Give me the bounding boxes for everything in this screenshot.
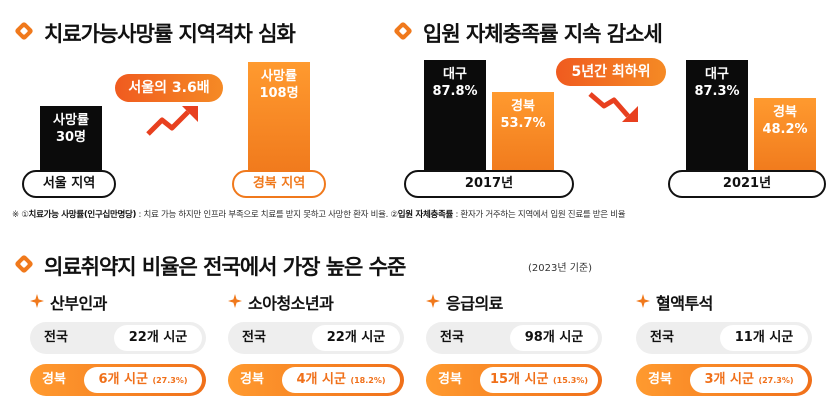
section3-title: 의료취약지 비율은 전국에서 가장 높은 수준 (44, 255, 406, 279)
gyeongbuk-row: 경북 15개 시군 (15.3%) (426, 364, 602, 396)
gyeongbuk-2017-value: 53.7% (500, 116, 546, 131)
gyeongbuk-percent: (27.3%) (152, 376, 188, 385)
section-diamond-icon (15, 255, 33, 273)
year-2021-pill: 2021년 (668, 170, 826, 198)
gyeongbuk-value-pill: 4개 시군 (18.2%) (282, 367, 400, 393)
daegu-2017-value: 87.8% (432, 84, 478, 99)
gyeongbuk-bar-label: 사망률 (261, 69, 297, 84)
gyeongbuk-value-pill: 6개 시군 (27.3%) (84, 367, 202, 393)
gyeongbuk-value: 3개 시군 (704, 372, 754, 387)
gyeongbuk-bar: 사망률 108명 (248, 62, 310, 176)
gyeongbuk-percent: (15.3%) (552, 376, 589, 385)
category-star-icon (30, 294, 44, 308)
national-label: 전국 (242, 330, 266, 345)
gyeongbuk-2021-bar: 경북 48.2% (754, 98, 816, 176)
trend-up-arrow-icon (146, 106, 198, 136)
gyeongbuk-2017-bar: 경북 53.7% (492, 92, 554, 176)
footnote: ※ ①치료가능 사망률(인구십만명당) : 치료 가능 하지만 인프라 부족으로… (12, 208, 626, 220)
seoul-region-pill: 서울 지역 (22, 170, 116, 198)
seoul-bar: 사망률 30명 (40, 106, 102, 176)
daegu-2021-bar: 대구 87.3% (686, 60, 748, 176)
category-name: 혈액투석 (656, 294, 713, 313)
gyeongbuk-percent: (18.2%) (350, 376, 386, 385)
gyeongbuk-value-pill: 3개 시군 (27.3%) (690, 367, 808, 393)
daegu-2021-label: 대구 (705, 67, 729, 82)
national-row: 전국 22개 시군 (228, 322, 404, 354)
footnote-prefix: ※ ① (12, 210, 29, 220)
gyeongbuk-value: 6개 시군 (98, 372, 148, 387)
gyeongbuk-value: 4개 시군 (296, 372, 346, 387)
trend-down-arrow-icon (588, 92, 638, 122)
gyeongbuk-row: 경북 3개 시군 (27.3%) (636, 364, 812, 396)
national-label: 전국 (440, 330, 464, 345)
footnote-term1: 치료가능 사망률(인구십만명당) (28, 210, 137, 220)
section1-title: 치료가능사망률 지역격차 심화 (44, 22, 296, 46)
category-star-icon (636, 294, 650, 308)
section-diamond-icon (394, 22, 412, 40)
gyeongbuk-bar-value: 108명 (259, 86, 299, 101)
footnote-desc2: : 환자가 거주하는 지역에서 입원 진료를 받은 비율 (453, 210, 626, 220)
category-name: 소아청소년과 (248, 294, 334, 313)
seoul-ratio-callout: 서울의 3.6배 (115, 74, 223, 102)
gyeongbuk-2021-value: 48.2% (762, 122, 808, 137)
section-diamond-icon (15, 22, 33, 40)
national-label: 전국 (650, 330, 674, 345)
category-star-icon (426, 294, 440, 308)
gyeongbuk-label: 경북 (648, 372, 672, 387)
gyeongbuk-2021-label: 경북 (773, 105, 797, 120)
national-value: 22개 시군 (312, 325, 400, 351)
category-emergency: 응급의료 전국 98개 시군 경북 15개 시군 (15.3%) (426, 290, 602, 396)
national-row: 전국 98개 시군 (426, 322, 602, 354)
category-pediatrics: 소아청소년과 전국 22개 시군 경북 4개 시군 (18.2%) (228, 290, 404, 396)
gyeongbuk-region-pill: 경북 지역 (232, 170, 326, 198)
national-row: 전국 22개 시군 (30, 322, 206, 354)
category-obgyn: 산부인과 전국 22개 시군 경북 6개 시군 (27.3%) (30, 290, 206, 396)
daegu-2021-value: 87.3% (694, 84, 740, 99)
national-label: 전국 (44, 330, 68, 345)
gyeongbuk-label: 경북 (438, 372, 462, 387)
category-star-icon (228, 294, 242, 308)
gyeongbuk-value: 15개 시군 (489, 372, 549, 387)
year-2017-pill: 2017년 (404, 170, 574, 198)
daegu-2017-label: 대구 (443, 67, 467, 82)
seoul-bar-label: 사망률 (53, 113, 89, 128)
gyeongbuk-label: 경북 (240, 372, 264, 387)
national-value: 11개 시군 (720, 325, 808, 351)
category-dialysis: 혈액투석 전국 11개 시군 경북 3개 시군 (27.3%) (636, 290, 812, 396)
gyeongbuk-label: 경북 (42, 372, 66, 387)
footnote-desc1: : 치료 가능 하지만 인프라 부족으로 치료를 받지 못하고 사망한 환자 비… (136, 210, 399, 220)
lowest-5years-callout: 5년간 최하위 (556, 58, 666, 86)
seoul-bar-value: 30명 (55, 130, 87, 145)
section3-subtitle: (2023년 기준) (528, 263, 593, 274)
gyeongbuk-row: 경북 6개 시군 (27.3%) (30, 364, 206, 396)
category-name: 응급의료 (446, 294, 503, 313)
national-value: 98개 시군 (510, 325, 598, 351)
gyeongbuk-row: 경북 4개 시군 (18.2%) (228, 364, 404, 396)
section2-title: 입원 자체충족률 지속 감소세 (423, 22, 663, 46)
national-row: 전국 11개 시군 (636, 322, 812, 354)
gyeongbuk-2017-label: 경북 (511, 99, 535, 114)
national-value: 22개 시군 (114, 325, 202, 351)
daegu-2017-bar: 대구 87.8% (424, 60, 486, 176)
category-name: 산부인과 (50, 294, 107, 313)
footnote-term2: 입원 자체충족률 (397, 210, 454, 220)
gyeongbuk-value-pill: 15개 시군 (15.3%) (480, 367, 598, 393)
gyeongbuk-percent: (27.3%) (758, 376, 794, 385)
